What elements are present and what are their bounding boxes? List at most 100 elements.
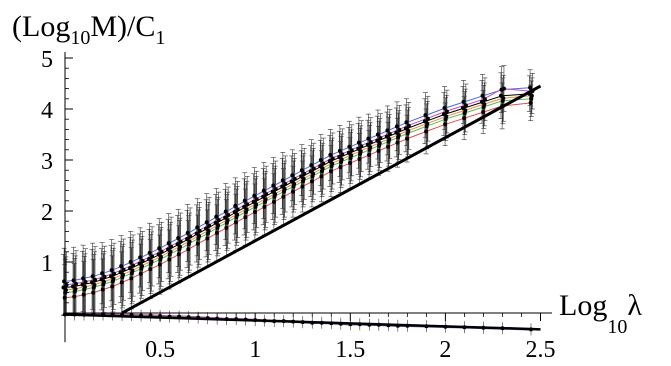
x-tick-label: 0.5 xyxy=(145,337,175,363)
data-point xyxy=(368,140,373,145)
data-point xyxy=(232,210,237,215)
data-point xyxy=(462,116,467,121)
data-point xyxy=(339,157,344,162)
data-point xyxy=(111,276,116,281)
data-point xyxy=(319,174,324,179)
data-point xyxy=(261,188,266,193)
data-point xyxy=(128,266,133,271)
data-point xyxy=(376,148,381,153)
data-point xyxy=(300,184,305,189)
data-point xyxy=(205,236,210,241)
data-point xyxy=(405,136,410,141)
data-point xyxy=(166,241,171,246)
data-point xyxy=(185,230,190,235)
data-point xyxy=(357,156,362,161)
data-point xyxy=(91,290,96,295)
data-point xyxy=(225,218,230,223)
data-point xyxy=(273,187,278,192)
data-point xyxy=(118,270,123,275)
data-point xyxy=(81,276,86,281)
data-point xyxy=(129,276,134,281)
data-point xyxy=(169,244,174,249)
data-point xyxy=(92,282,97,287)
data-point xyxy=(384,134,389,139)
y-axis-label-subscript: 10 xyxy=(70,27,90,49)
data-point xyxy=(178,239,183,244)
data-point xyxy=(214,230,219,235)
data-point xyxy=(235,212,240,217)
data-point xyxy=(330,156,335,161)
data-point xyxy=(283,181,288,186)
data-point xyxy=(147,256,152,261)
data-point xyxy=(328,169,333,174)
data-point xyxy=(195,225,200,230)
data-point xyxy=(529,96,534,101)
data-point xyxy=(270,189,275,194)
data-point xyxy=(327,159,332,164)
data-point xyxy=(262,204,267,209)
data-point xyxy=(119,264,124,269)
data-point xyxy=(206,228,211,233)
x-tick-label: 1 xyxy=(249,337,261,363)
data-point xyxy=(359,144,364,149)
fit-lines xyxy=(64,84,542,331)
data-point xyxy=(233,220,238,225)
data-point xyxy=(130,268,135,273)
x-tick-label: 2.5 xyxy=(525,337,555,363)
y-axis-label-subscript: 1 xyxy=(155,27,165,49)
data-point xyxy=(529,93,534,98)
data-point xyxy=(442,105,447,110)
data-point xyxy=(394,124,399,129)
data-point xyxy=(214,214,219,219)
data-point xyxy=(223,215,228,220)
series-line xyxy=(64,88,532,286)
data-point xyxy=(340,152,345,157)
data-point xyxy=(299,168,304,173)
data-point xyxy=(147,250,152,255)
series-line xyxy=(64,102,532,299)
data-point xyxy=(309,163,314,168)
data-point xyxy=(482,97,487,102)
data-point xyxy=(90,280,95,285)
lower-fit-line xyxy=(64,313,541,331)
data-point xyxy=(366,136,371,141)
data-points xyxy=(61,85,535,300)
data-point xyxy=(318,164,323,169)
data-point xyxy=(481,110,486,115)
data-point xyxy=(102,274,107,279)
data-point xyxy=(463,108,468,113)
data-point xyxy=(176,236,181,241)
data-point xyxy=(479,99,484,104)
data-point xyxy=(100,271,105,276)
fit-line xyxy=(121,84,542,315)
data-point xyxy=(120,272,125,277)
data-point xyxy=(347,144,352,149)
data-point xyxy=(347,161,352,166)
y-tick-label: 3 xyxy=(41,149,53,175)
data-point xyxy=(242,204,247,209)
data-point xyxy=(175,242,180,247)
data-point xyxy=(365,142,370,147)
data-point xyxy=(137,261,142,266)
data-point xyxy=(207,223,212,228)
data-point xyxy=(308,169,313,174)
data-point xyxy=(194,231,199,236)
data-point xyxy=(176,252,181,257)
data-point xyxy=(480,93,485,98)
data-point xyxy=(461,99,466,104)
data-point xyxy=(244,207,249,212)
data-point xyxy=(254,197,259,202)
data-point xyxy=(482,102,487,107)
ticks: 1 2 3 4 5 0.5 1 1.5 2 2.5 xyxy=(41,47,555,363)
data-point xyxy=(242,198,247,203)
data-point xyxy=(157,262,162,267)
data-point xyxy=(101,279,106,284)
data-point xyxy=(233,203,238,208)
data-point xyxy=(397,127,402,132)
y-tick-label: 5 xyxy=(41,47,53,73)
data-point xyxy=(498,93,503,98)
data-point xyxy=(280,184,285,189)
data-point xyxy=(289,179,294,184)
data-point xyxy=(159,249,164,254)
data-point xyxy=(261,194,266,199)
